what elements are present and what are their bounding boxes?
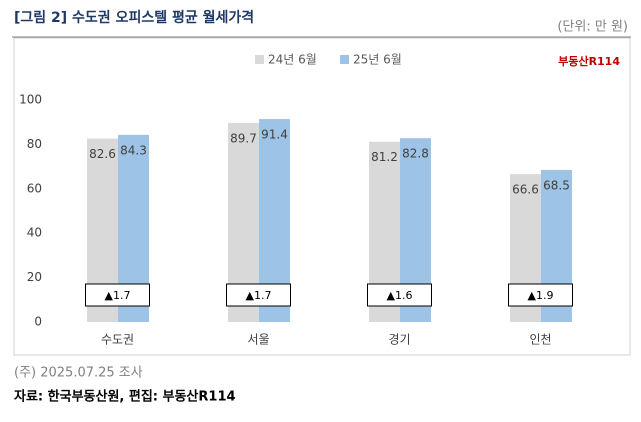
x-tick-label: 인천 (529, 332, 551, 347)
annotation: ▲1.7 (105, 289, 131, 302)
legend-swatch (255, 55, 264, 64)
annotation-box (508, 283, 573, 307)
unit-label: (단위: 만 원) (557, 20, 628, 35)
legend-label: 24년 6월 (268, 53, 317, 67)
y-tick-label: 80 (27, 137, 42, 151)
value-label: 81.2 (371, 150, 398, 164)
chart-title: [그림 2] 수도권 오피스텔 평균 월세가격 (14, 9, 254, 26)
footnote: (주) 2025.07.25 조사 (14, 366, 143, 381)
legend-swatch (340, 55, 349, 64)
y-tick-label: 100 (19, 93, 42, 107)
annotation: ▲1.6 (387, 289, 413, 302)
y-tick-label: 20 (27, 270, 42, 284)
annotation-box (226, 283, 291, 307)
value-label: 82.6 (89, 147, 116, 161)
annotation-box (85, 283, 150, 307)
value-label: 89.7 (230, 131, 257, 145)
y-tick-label: 40 (27, 226, 42, 240)
x-tick-label: 수도권 (101, 333, 134, 347)
value-label: 84.3 (120, 143, 147, 157)
value-label: 66.6 (512, 183, 539, 197)
x-tick-label: 경기 (388, 333, 410, 347)
chart-frame (13, 37, 631, 356)
annotation: ▲1.9 (528, 289, 554, 302)
legend-label: 25년 6월 (353, 53, 402, 67)
logo: 부동산R114 (558, 54, 620, 68)
y-tick-label: 60 (27, 181, 42, 195)
value-label: 68.5 (543, 178, 570, 192)
annotation: ▲1.7 (246, 289, 272, 302)
source: 자료: 한국부동산원, 편집: 부동산R114 (14, 389, 236, 405)
x-tick-label: 서울 (247, 333, 269, 347)
y-tick-label: 0 (34, 315, 42, 329)
value-label: 91.4 (261, 128, 288, 142)
annotation-box (367, 283, 432, 307)
value-label: 82.8 (402, 147, 429, 161)
